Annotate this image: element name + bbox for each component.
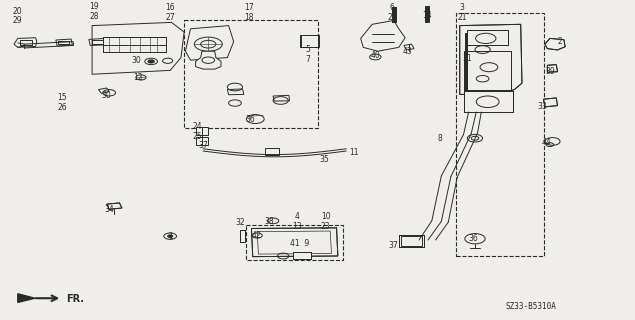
Bar	[58, 41, 69, 44]
Text: 16
27: 16 27	[165, 4, 175, 22]
Text: 37: 37	[389, 241, 399, 250]
Text: 31: 31	[462, 54, 472, 63]
Text: 5
7: 5 7	[305, 45, 310, 64]
Bar	[399, 235, 424, 247]
Polygon shape	[185, 26, 234, 60]
Bar	[196, 137, 208, 145]
Polygon shape	[196, 51, 221, 69]
Polygon shape	[251, 228, 338, 257]
Bar	[456, 13, 544, 256]
Text: 19
28: 19 28	[89, 2, 99, 20]
Bar	[20, 40, 32, 45]
Bar	[465, 33, 467, 92]
Bar	[240, 230, 245, 242]
Text: 20
29: 20 29	[12, 7, 22, 25]
Bar	[464, 51, 511, 90]
Text: 4
13: 4 13	[292, 212, 302, 231]
Text: 42: 42	[251, 231, 262, 240]
Text: 11: 11	[350, 148, 359, 157]
Text: 33: 33	[537, 102, 547, 111]
Text: 36: 36	[245, 115, 255, 124]
Text: 43: 43	[402, 47, 412, 56]
Text: 15
26: 15 26	[57, 93, 67, 112]
Text: 24
25: 24 25	[192, 122, 202, 140]
Text: 14: 14	[422, 11, 432, 20]
Bar	[467, 30, 508, 45]
Polygon shape	[460, 24, 522, 94]
Text: 17
18: 17 18	[244, 4, 254, 22]
Bar	[240, 230, 245, 242]
Text: 38: 38	[264, 217, 274, 226]
Text: 30: 30	[102, 92, 112, 100]
Bar	[464, 91, 513, 112]
Bar	[392, 7, 396, 22]
Polygon shape	[18, 294, 35, 302]
Text: 39: 39	[545, 67, 555, 76]
Bar	[293, 252, 311, 259]
Bar	[399, 235, 424, 247]
Text: 30: 30	[131, 56, 142, 65]
Text: 40: 40	[371, 51, 381, 60]
Text: 3
21: 3 21	[458, 3, 467, 21]
Text: 12: 12	[134, 73, 143, 82]
Polygon shape	[547, 65, 558, 72]
Bar	[467, 30, 508, 45]
Polygon shape	[544, 98, 558, 107]
Text: 44: 44	[541, 138, 551, 147]
Text: 6
22: 6 22	[388, 3, 397, 21]
Text: 32: 32	[235, 218, 245, 227]
Bar	[265, 148, 279, 155]
Bar	[92, 40, 105, 44]
Polygon shape	[545, 38, 565, 50]
Text: 8: 8	[438, 134, 443, 143]
Bar	[401, 236, 422, 246]
Text: 36: 36	[469, 234, 479, 243]
Text: FR.: FR.	[66, 294, 84, 304]
Text: 37: 37	[198, 141, 208, 150]
Text: 10
23: 10 23	[321, 212, 331, 231]
Bar	[103, 37, 166, 52]
Bar	[196, 127, 208, 135]
Polygon shape	[107, 203, 122, 209]
Text: 35: 35	[319, 155, 329, 164]
Bar	[293, 252, 311, 259]
Bar	[464, 51, 511, 90]
Text: 1: 1	[168, 232, 173, 241]
Text: SZ33-B5310A: SZ33-B5310A	[505, 302, 556, 311]
Bar	[425, 6, 429, 22]
Text: 2: 2	[558, 37, 563, 46]
Polygon shape	[361, 20, 405, 51]
Circle shape	[168, 235, 173, 237]
Bar	[300, 35, 319, 47]
Bar	[301, 35, 318, 47]
Circle shape	[148, 60, 154, 63]
Bar	[464, 91, 513, 112]
Text: 41  9: 41 9	[290, 239, 309, 248]
Text: 34: 34	[104, 205, 114, 214]
